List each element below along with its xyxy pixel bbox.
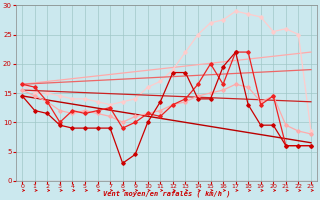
X-axis label: Vent moyen/en rafales ( km/h ): Vent moyen/en rafales ( km/h ) xyxy=(103,191,230,197)
